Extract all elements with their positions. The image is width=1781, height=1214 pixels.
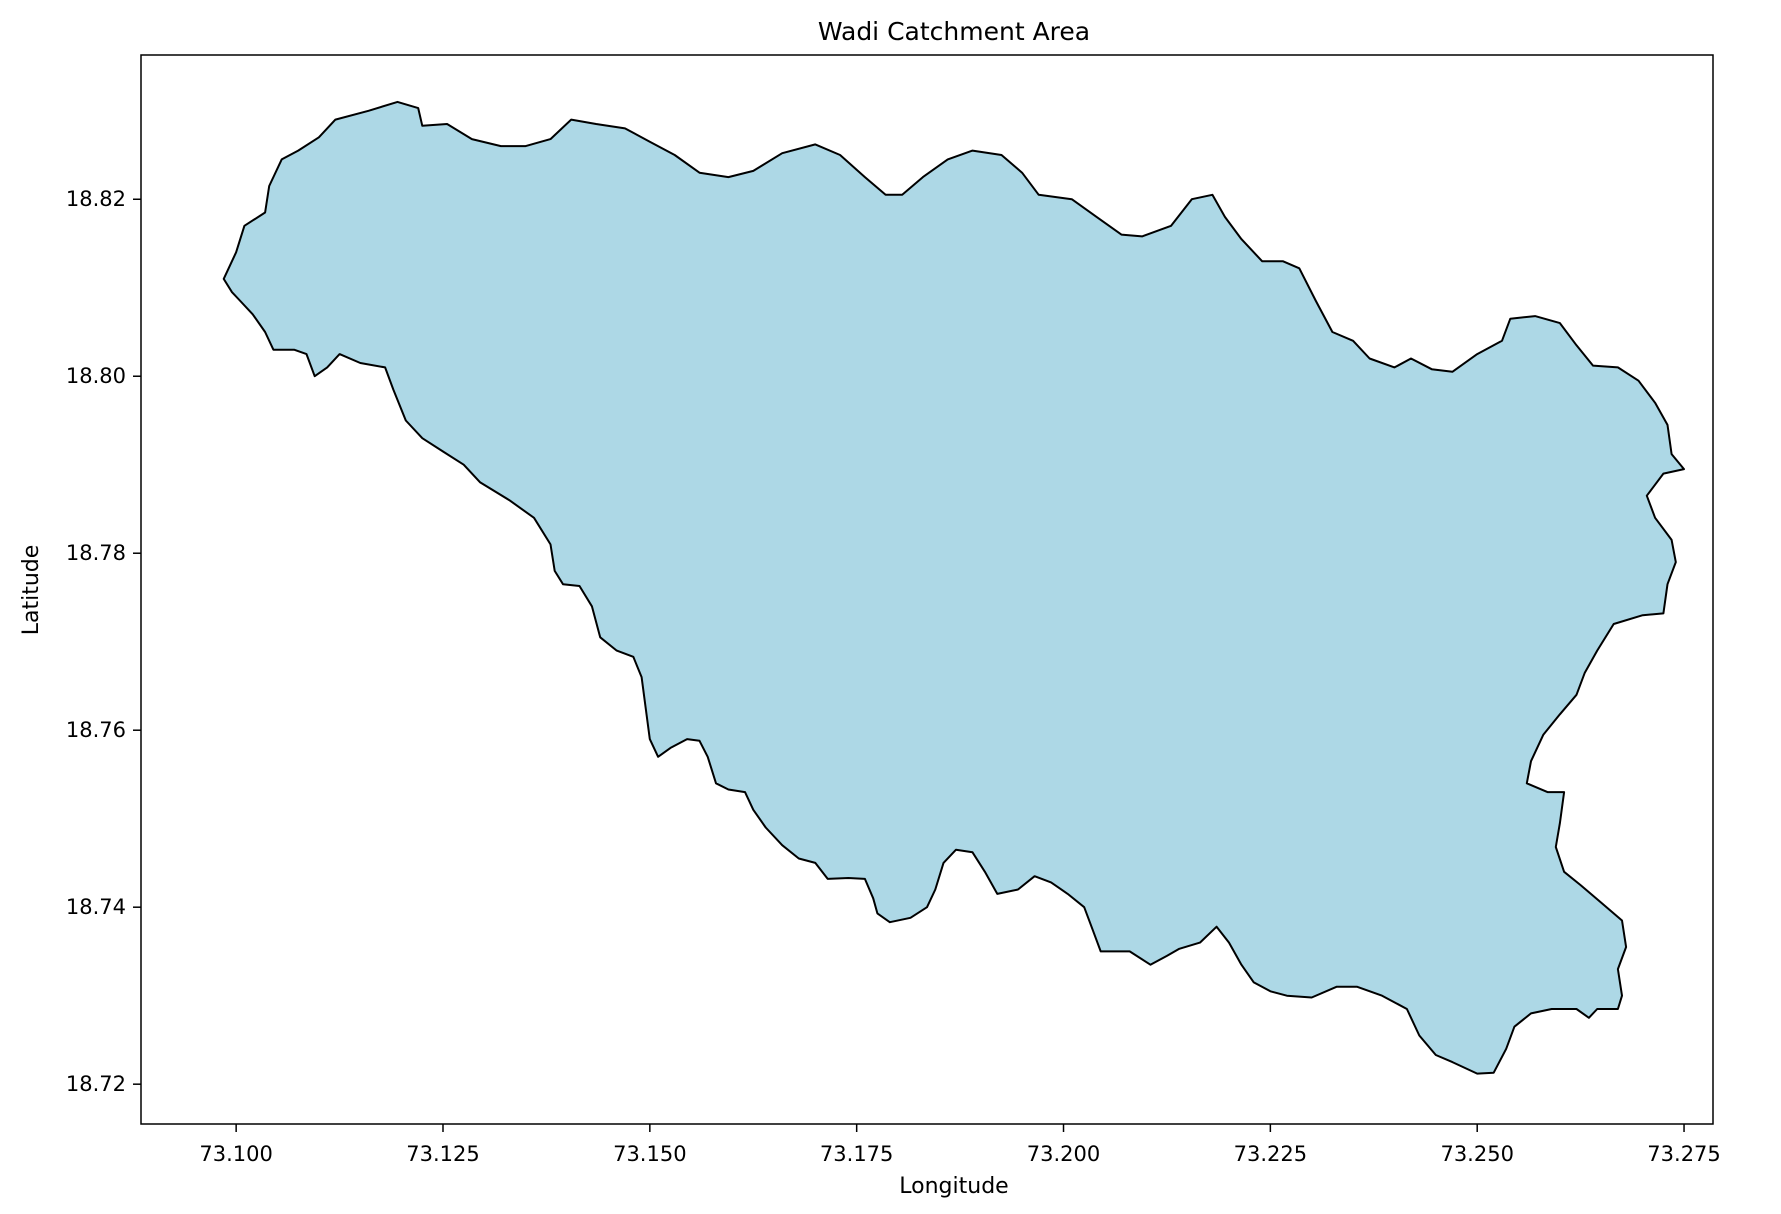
x-tick-label: 73.125 <box>406 1142 479 1166</box>
catchment-polygon <box>222 100 1685 1075</box>
y-tick-label: 18.74 <box>66 895 126 919</box>
x-tick-label: 73.150 <box>613 1142 686 1166</box>
x-tick-label: 73.200 <box>1027 1142 1100 1166</box>
y-axis-label: Latitude <box>19 545 44 636</box>
x-tick-label: 73.175 <box>820 1142 893 1166</box>
x-axis-label: Longitude <box>899 1174 1008 1199</box>
y-axis: 18.72 18.74 18.76 18.78 18.80 18.82 <box>66 187 141 1096</box>
chart-title: Wadi Catchment Area <box>818 17 1090 46</box>
y-tick-label: 18.78 <box>66 541 126 565</box>
x-tick-label: 73.250 <box>1440 1142 1513 1166</box>
y-tick-label: 18.80 <box>66 364 126 388</box>
plot-frame <box>140 54 1714 1125</box>
x-tick-label: 73.100 <box>199 1142 272 1166</box>
x-tick-label: 73.275 <box>1647 1142 1720 1166</box>
x-tick-label: 73.225 <box>1234 1142 1307 1166</box>
plot-area <box>140 54 1714 1125</box>
y-tick-label: 18.76 <box>66 718 126 742</box>
x-axis: 73.100 73.125 73.150 73.175 73.200 73.225 73.2… <box>199 1124 1721 1166</box>
y-tick-label: 18.82 <box>66 187 126 211</box>
y-tick-label: 18.72 <box>66 1072 126 1096</box>
